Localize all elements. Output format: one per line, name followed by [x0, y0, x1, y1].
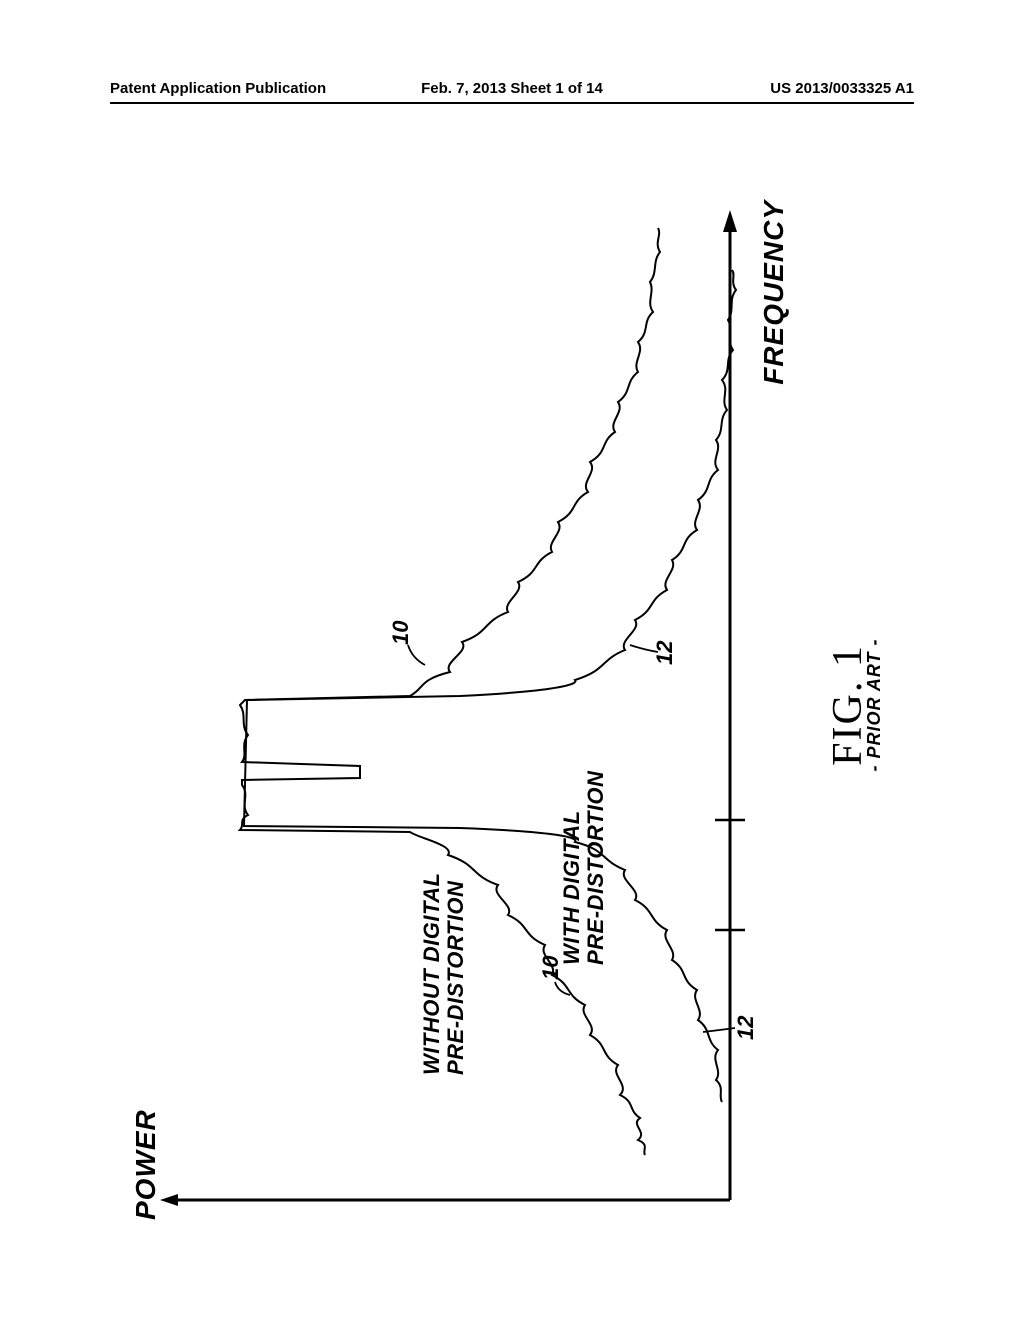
leader-line [408, 645, 425, 665]
ref-num-10-right: 10 [388, 621, 414, 645]
header-publication: Patent Application Publication [110, 80, 378, 97]
figure-container: POWER WITHOUT DIGITAL PRE-DISTORTION [130, 160, 890, 1250]
ref-num-12-right: 12 [652, 641, 678, 665]
ref-num-12-left: 12 [733, 1016, 759, 1040]
header-rule [110, 102, 914, 104]
x-axis-label: FREQUENCY [758, 200, 790, 385]
page-header: Patent Application Publication Feb. 7, 2… [0, 80, 1024, 97]
x-axis-arrow-icon [723, 210, 737, 232]
curve-with-dpd [244, 270, 736, 1102]
spectrum-chart [160, 210, 780, 1210]
annotation-without-dpd: WITHOUT DIGITAL PRE-DISTORTION [420, 872, 468, 1075]
rotated-chart-wrapper: POWER WITHOUT DIGITAL PRE-DISTORTION [130, 160, 890, 1250]
header-pub-number: US 2013/0033325 A1 [646, 80, 914, 97]
figure-label: FIG. 1 - PRIOR ART - [824, 639, 885, 772]
y-axis-arrow-icon [160, 1194, 178, 1206]
ref-num-10-left: 10 [538, 956, 564, 980]
annotation-with-dpd: WITH DIGITAL PRE-DISTORTION [560, 771, 608, 965]
header-date-sheet: Feb. 7, 2013 Sheet 1 of 14 [378, 80, 646, 97]
y-axis-label: POWER [130, 1109, 162, 1220]
annotation-with-text: WITH DIGITAL PRE-DISTORTION [559, 771, 608, 965]
annotation-without-text: WITHOUT DIGITAL PRE-DISTORTION [419, 872, 468, 1075]
figure-prior-art: - PRIOR ART - [864, 639, 885, 772]
